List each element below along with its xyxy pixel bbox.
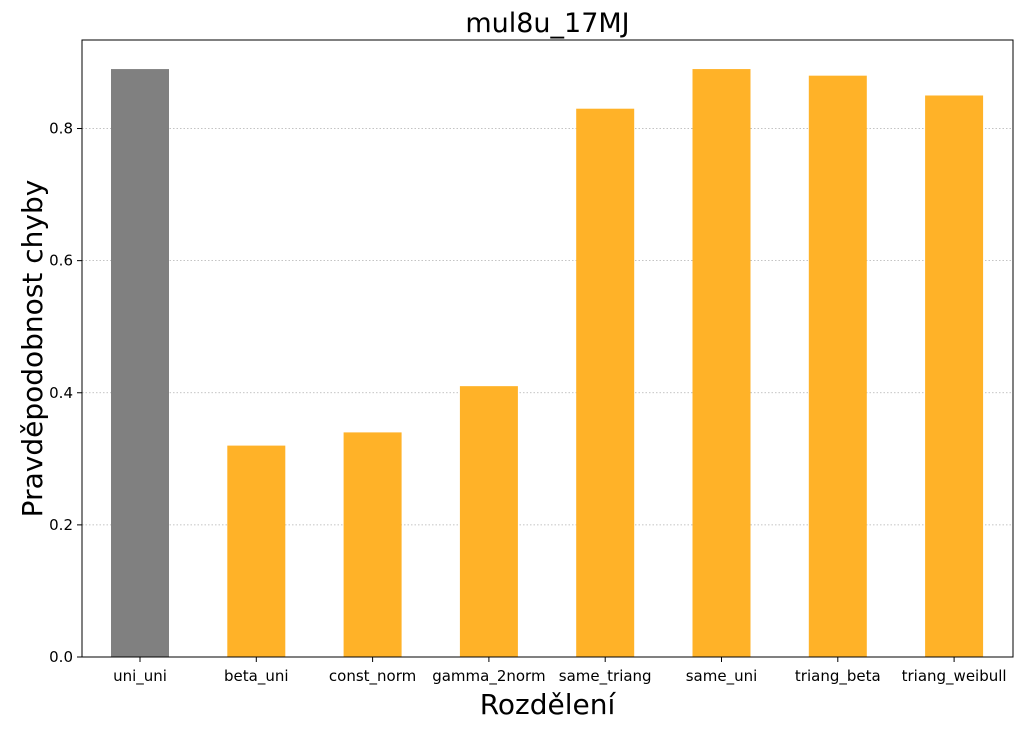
y-tick-label: 0.8 [49,120,73,138]
x-tick-label: same_uni [686,667,758,686]
x-tick-label: same_triang [559,667,652,686]
bar-same_triang [576,108,635,658]
bar-triang_beta [808,75,867,658]
x-tick-label: triang_beta [795,667,881,686]
x-tick-label: beta_uni [224,667,289,686]
bar-same_uni [692,69,751,657]
bar-uni_uni [111,69,169,657]
y-tick-label: 0.4 [49,384,73,402]
grid-lines [82,128,1013,526]
bar-triang_weibull [925,95,984,658]
chart-title: mul8u_17MJ [465,8,629,39]
x-tick-label: triang_weibull [902,667,1007,686]
plot-frame [81,39,1014,658]
y-axis-ticks: 0.0 0.2 0.4 0.6 0.8 [49,120,82,666]
x-axis-ticks: uni_uni beta_uni const_norm gamma_2norm same… [113,657,1007,686]
bar-beta_uni [227,445,286,657]
x-tick-label: gamma_2norm [432,667,545,686]
y-tick-label: 0.6 [49,252,73,270]
y-tick-label: 0.0 [49,648,73,666]
x-tick-label: uni_uni [113,667,167,686]
y-tick-label: 0.2 [49,516,73,534]
x-axis-label: Rozdělení [480,688,617,721]
y-axis-label: Pravděpodobnost chyby [16,180,49,518]
bar-gamma_2norm [459,386,518,657]
bars [111,69,984,658]
bar-const_norm [343,432,402,657]
x-tick-label: const_norm [329,667,416,686]
